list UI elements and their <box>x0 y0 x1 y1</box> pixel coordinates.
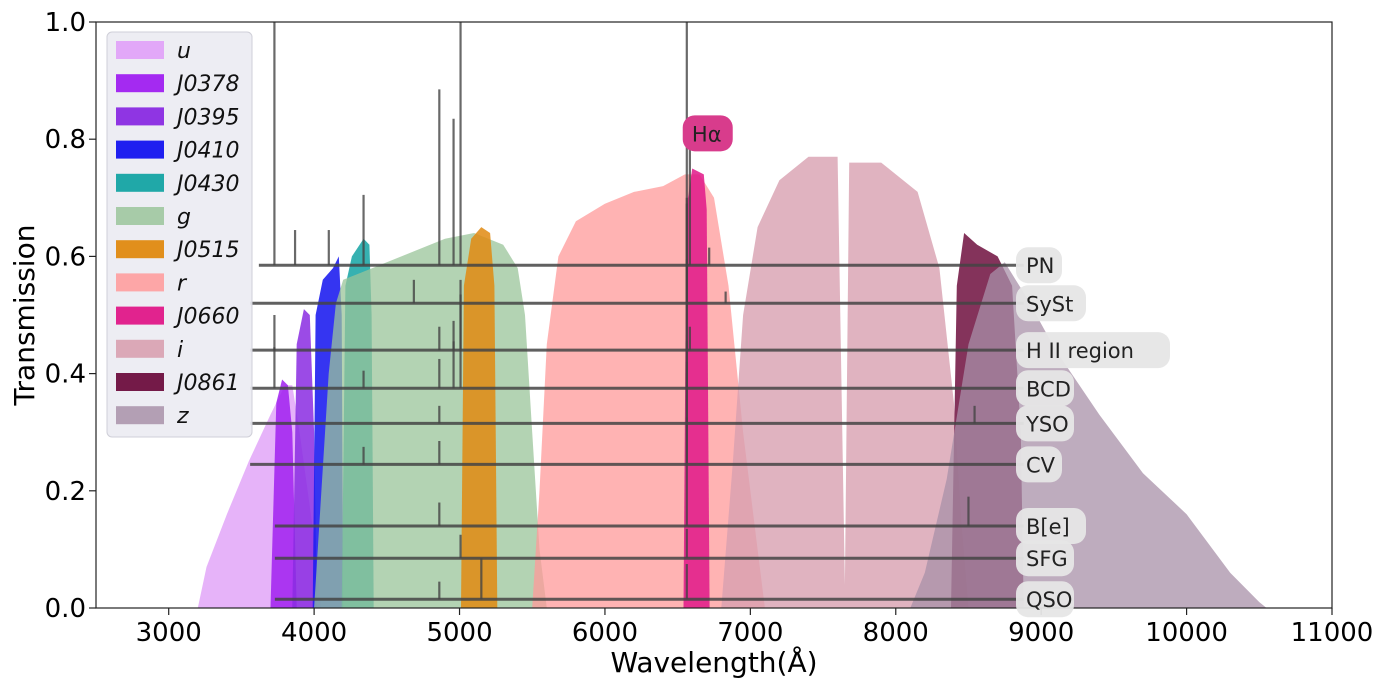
legend-label-u: u <box>177 39 191 64</box>
label-text: SFG <box>1026 547 1068 571</box>
label-text: CV <box>1026 453 1056 477</box>
x-tick-label: 11000 <box>1291 618 1374 648</box>
label-box <box>1016 507 1086 544</box>
legend-swatch-j0660 <box>116 306 164 325</box>
legend-label-j0395: J0395 <box>173 105 239 130</box>
label-text: B[e] <box>1026 515 1070 539</box>
legend-label-g: g <box>177 205 191 230</box>
filter-band-i <box>721 156 969 608</box>
x-tick-label: 4000 <box>281 618 347 648</box>
label-qso: QSO <box>1016 581 1074 618</box>
label-text: SySt <box>1026 292 1073 316</box>
h-alpha-annotation: Hα <box>682 115 733 152</box>
legend-label-j0410: J0410 <box>173 139 239 164</box>
label-text: BCD <box>1026 377 1071 401</box>
legend-swatch-g <box>116 207 164 225</box>
y-tick-label: 1.0 <box>45 8 86 38</box>
label-box <box>1016 581 1074 618</box>
label-box <box>1016 370 1074 407</box>
label-cv: CV <box>1016 446 1062 483</box>
annotation-box <box>682 115 733 152</box>
x-axis-title: Wavelength(Å) <box>610 645 817 679</box>
y-tick-label: 0.6 <box>45 242 86 272</box>
x-tick-label: 9000 <box>1008 618 1074 648</box>
label-text: H II region <box>1026 339 1134 363</box>
filter-band-g <box>314 233 547 608</box>
legend-label-i: i <box>177 338 183 363</box>
label-sfg: SFG <box>1016 540 1074 577</box>
label-syst: SySt <box>1016 285 1086 322</box>
legend: u J0378 J0395 J0410 J0430 g J0515 r J0660 i J0861 z <box>106 31 253 438</box>
spectrum-labels: PN SySt H II region BCD YSO CV B[e] SFG QSO <box>1016 247 1170 618</box>
label-b-e: B[e] <box>1016 507 1086 544</box>
x-tick-label: 3000 <box>136 618 202 648</box>
filter-band-j0515 <box>461 227 498 608</box>
legend-label-j0861: J0861 <box>173 371 239 396</box>
y-tick-label: 0.2 <box>45 477 86 507</box>
legend-label-j0430: J0430 <box>173 172 239 197</box>
label-yso: YSO <box>1016 405 1074 442</box>
axis-ticks: 3000 4000 5000 6000 7000 8000 9000 10000 11000 0.… <box>45 8 1374 648</box>
filter-bands <box>197 156 1267 608</box>
label-box <box>1016 405 1074 442</box>
label-box <box>1016 247 1062 284</box>
x-tick-label: 8000 <box>863 618 929 648</box>
y-axis-title: Transmission <box>8 225 41 407</box>
legend-swatch-z <box>116 406 164 425</box>
label-box <box>1016 540 1074 577</box>
legend-swatch-i <box>116 339 164 358</box>
y-tick-label: 0.8 <box>45 125 86 155</box>
legend-swatch-r <box>116 273 164 292</box>
plot-frame <box>95 21 1333 609</box>
legend-swatch-j0515 <box>116 240 164 259</box>
label-text: QSO <box>1026 588 1072 612</box>
filter-band-j0395 <box>292 309 317 608</box>
legend-swatch-j0378 <box>116 74 164 93</box>
legend-label-r: r <box>177 271 188 296</box>
y-tick-label: 0.4 <box>45 360 86 390</box>
legend-swatch-j0430 <box>116 173 164 192</box>
label-box <box>1016 332 1170 369</box>
legend-swatch-j0410 <box>116 140 164 159</box>
x-tick-label: 6000 <box>572 618 638 648</box>
legend-swatch-u <box>116 41 164 59</box>
filter-band-j0378 <box>270 379 297 608</box>
y-tick-label: 0.0 <box>45 594 86 624</box>
legend-swatch-j0861 <box>116 373 164 391</box>
label-text: PN <box>1026 254 1054 278</box>
label-box <box>1016 285 1086 322</box>
label-pn: PN <box>1016 247 1062 284</box>
legend-label-j0378: J0378 <box>173 72 239 97</box>
spectra <box>250 22 1024 601</box>
x-tick-label: 10000 <box>1145 618 1228 648</box>
legend-label-z: z <box>176 404 189 429</box>
label-box <box>1016 446 1062 483</box>
label-text: YSO <box>1025 412 1069 436</box>
legend-label-j0515: J0515 <box>173 238 239 263</box>
legend-label-j0660: J0660 <box>173 305 239 330</box>
x-tick-label: 5000 <box>426 618 492 648</box>
label-h-ii-region: H II region <box>1016 332 1170 369</box>
x-tick-label: 7000 <box>717 618 783 648</box>
legend-box <box>106 31 253 438</box>
legend-swatch-j0395 <box>116 107 164 126</box>
annotation-text: Hα <box>692 122 722 146</box>
label-bcd: BCD <box>1016 370 1074 407</box>
